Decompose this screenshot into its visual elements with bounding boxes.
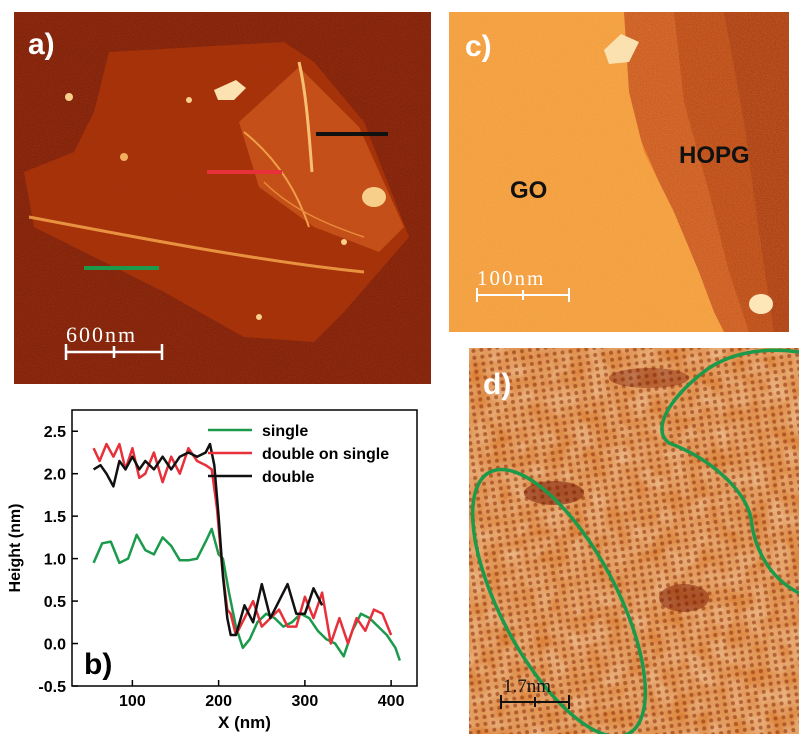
region-outline-right <box>660 348 799 595</box>
dark-spot-1 <box>524 481 584 505</box>
graphene-flake-double <box>239 67 404 252</box>
chart-series <box>92 442 401 661</box>
panel-c-texture <box>449 12 789 332</box>
y-tick-label: 1.0 <box>44 552 66 569</box>
particle-5 <box>120 153 128 161</box>
x-axis-label: X (nm) <box>218 713 271 732</box>
panel-a-afm-image: a) 600nm <box>14 12 431 384</box>
particle-7 <box>256 314 262 320</box>
legend-label-double-on-single: double on single <box>262 446 389 463</box>
panel-c-bright-edge <box>749 294 773 314</box>
x-tick-label: 100 <box>119 693 146 710</box>
y-tick-label: 1.5 <box>44 509 66 526</box>
region-label-go: GO <box>510 177 548 204</box>
legend-label-double: double <box>262 469 315 486</box>
chart-legend: single double on single double <box>208 423 389 486</box>
series-line-double <box>92 442 324 637</box>
panel-d-scale-bar <box>500 695 570 709</box>
wrinkle-vertical <box>297 61 314 173</box>
legend-label-single: single <box>262 423 308 440</box>
panel-a-scale-bar <box>64 344 164 360</box>
panel-c-afm-image: c) GO HOPG 100nm <box>449 12 789 332</box>
panel-d-graphic <box>469 348 799 734</box>
y-tick-label: 2.0 <box>44 467 66 484</box>
panel-c-scale-bar <box>476 288 570 302</box>
panel-c-graphic <box>449 12 789 332</box>
panel-a-label: a) <box>28 28 55 61</box>
panel-b-label: b) <box>84 648 112 681</box>
particle-2 <box>362 187 386 207</box>
height-profile-chart: 100 200 300 400 -0.5 0.0 0.5 1.0 1.5 2.0 2.5 X (nm)… <box>7 409 418 732</box>
x-tick-label: 200 <box>205 693 232 710</box>
panel-c-label: c) <box>465 30 492 63</box>
panel-d-stm-image: d) 1.7nm <box>469 348 799 734</box>
particle-6 <box>341 239 347 245</box>
wrinkle-long <box>28 215 365 274</box>
panel-d-scale-label: 1.7nm <box>503 676 552 697</box>
plot-frame <box>71 409 418 687</box>
panel-a-scale-label: 600nm <box>66 322 138 347</box>
y-tick-label: 2.5 <box>44 424 66 441</box>
particle-4 <box>186 97 192 103</box>
x-tick-label: 400 <box>378 693 405 710</box>
y-tick-label: -0.5 <box>38 679 66 696</box>
panel-b-chart: 100 200 300 400 -0.5 0.0 0.5 1.0 1.5 2.0 2.5 X (nm)… <box>0 400 445 734</box>
panel-d-label: d) <box>483 368 512 401</box>
dark-spot-2 <box>659 584 709 612</box>
panel-c-scale-label: 100nm <box>477 266 546 290</box>
panel-a-graphic <box>14 12 431 384</box>
series-line-single <box>92 527 401 661</box>
particle-1 <box>214 80 246 100</box>
region-label-hopg: HOPG <box>679 142 750 169</box>
y-axis-label: Height (nm) <box>7 504 24 593</box>
x-tick-label: 300 <box>292 693 319 710</box>
y-tick-label: 0.0 <box>44 637 66 654</box>
panel-d-lattice <box>469 348 799 734</box>
chart-axes: 100 200 300 400 -0.5 0.0 0.5 1.0 1.5 2.0 2.5 X (nm)… <box>7 409 418 732</box>
wrinkle-fine <box>263 181 365 238</box>
panel-c-particle <box>604 34 639 64</box>
particle-3 <box>65 93 73 101</box>
y-tick-label: 0.5 <box>44 594 66 611</box>
dark-spot-3 <box>609 368 689 388</box>
